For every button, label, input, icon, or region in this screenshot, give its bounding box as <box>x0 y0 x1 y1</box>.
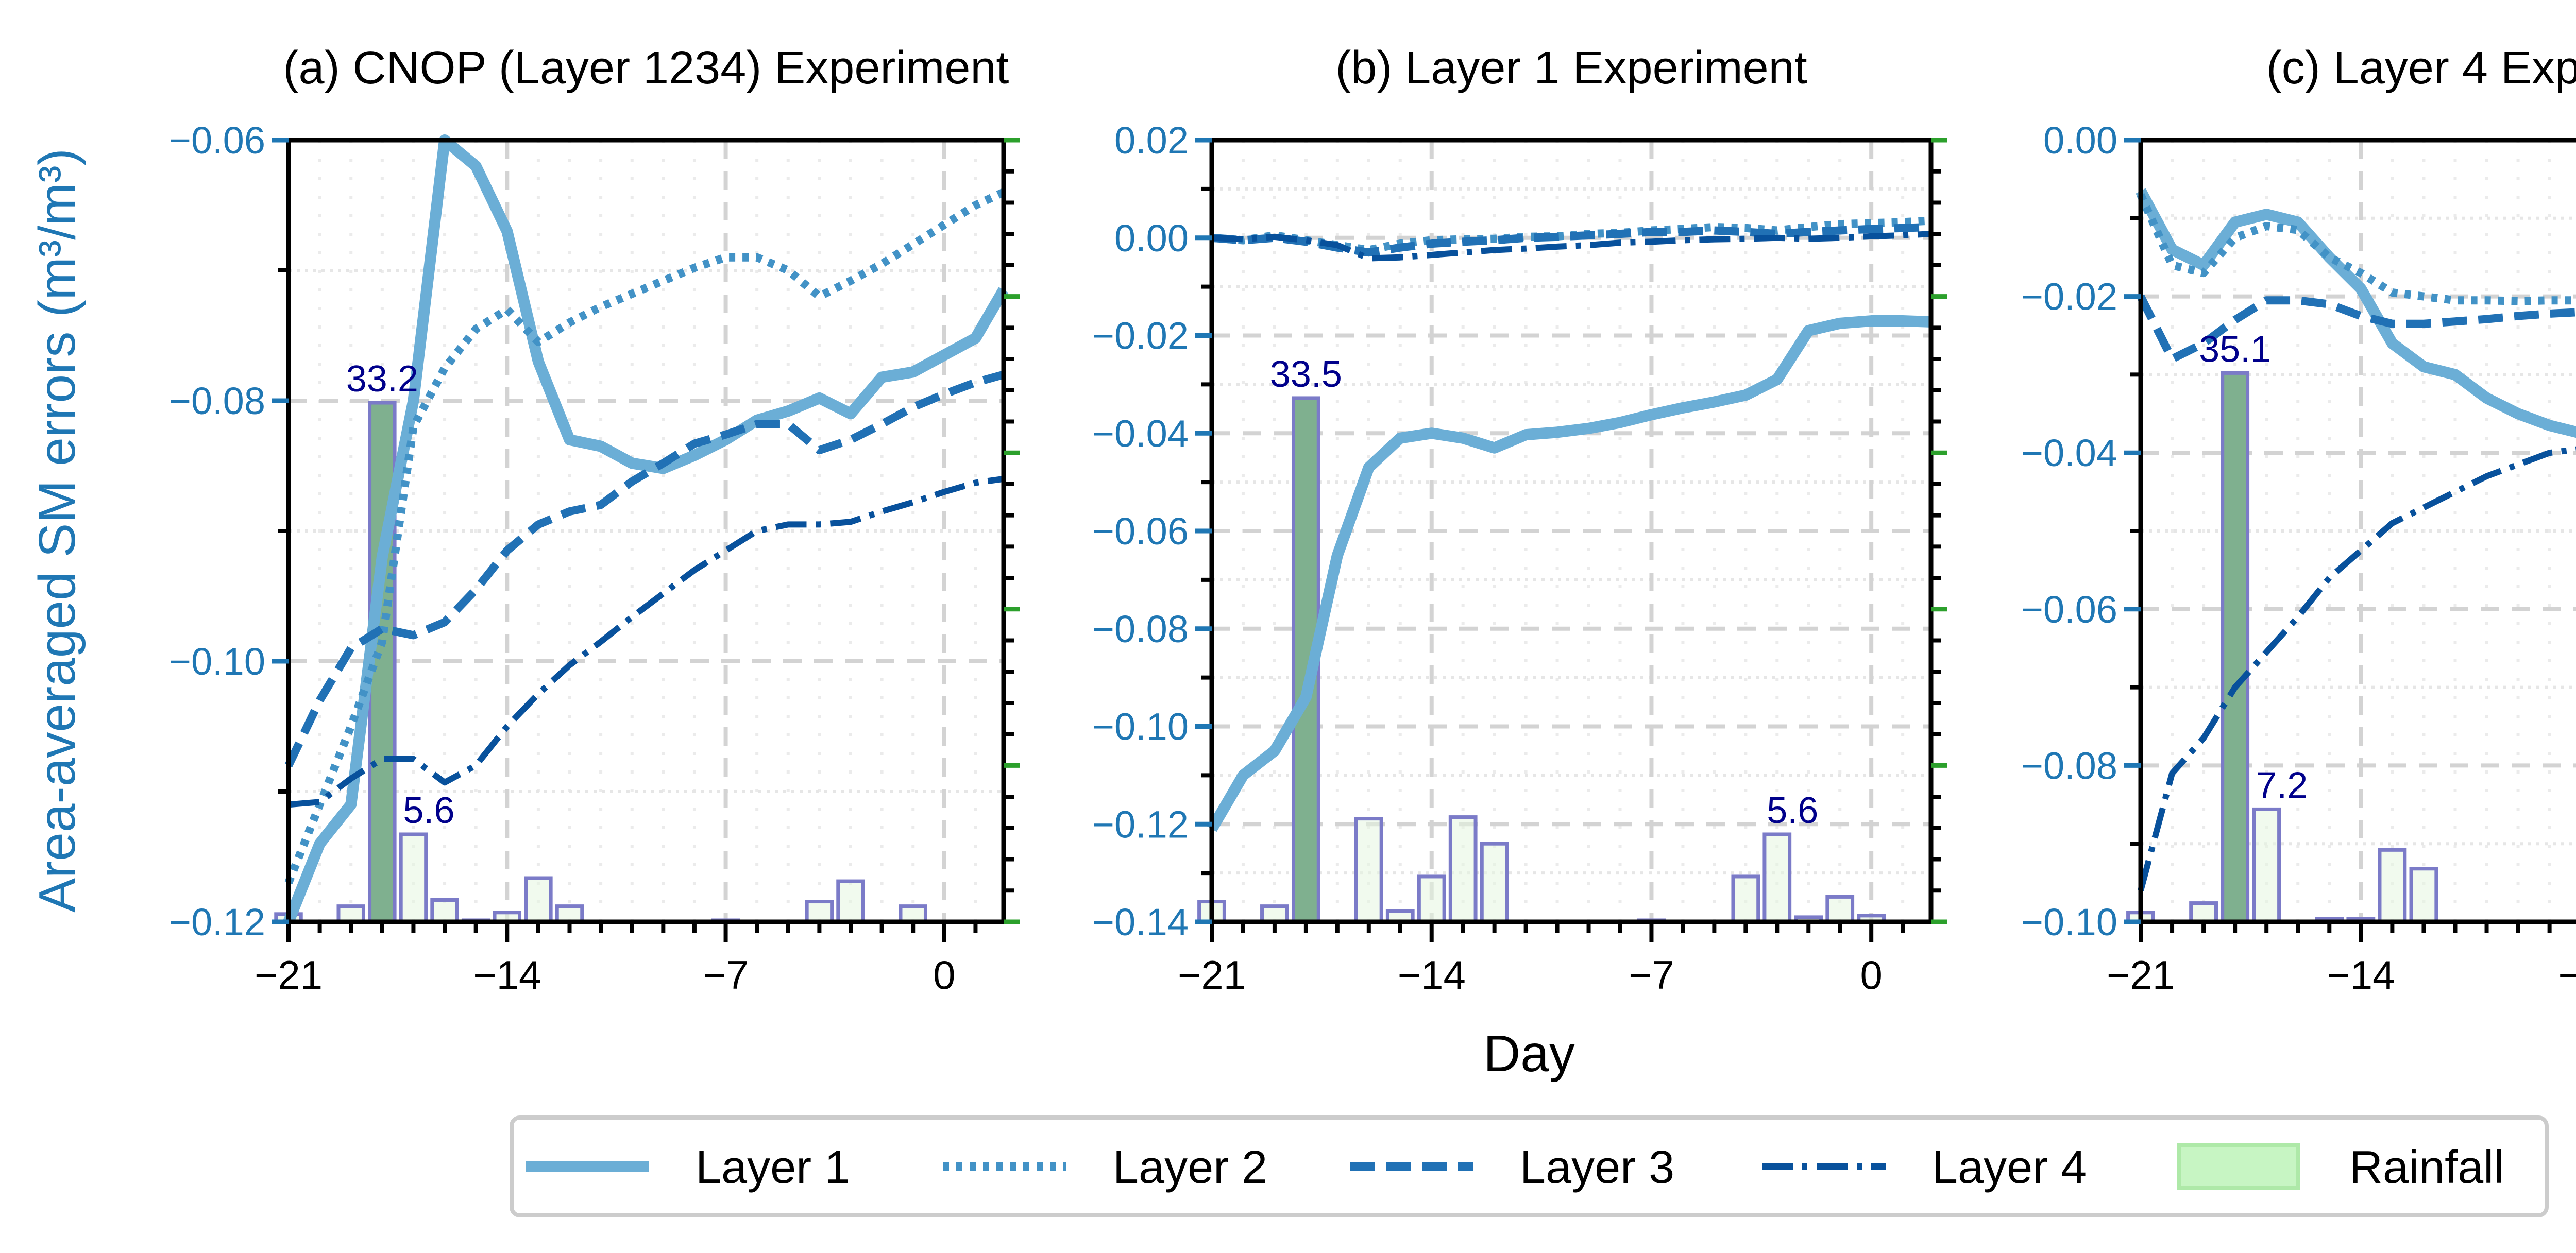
panel-a: 33.2 5.6 −21 −14 −7 0 −0.12 −0.10 −0.08 −0.06 (a) … <box>169 42 1020 998</box>
rainfall-bar <box>1354 817 1383 924</box>
y-tick-label: −0.12 <box>1092 803 1189 846</box>
x-tick-label: −14 <box>1398 952 1466 998</box>
y-tick-label: −0.02 <box>1092 315 1189 357</box>
rainfall-bar <box>1480 842 1509 924</box>
y-tick-label: 0.02 <box>1114 119 1189 162</box>
y-tick-label: −0.06 <box>169 119 265 162</box>
series-line-layer-2 <box>2137 193 2576 305</box>
y-tick-label: −0.08 <box>1092 608 1189 650</box>
y-tick-label: −0.04 <box>1092 412 1189 455</box>
rainfall-bar <box>2378 848 2407 924</box>
y-tick-label: −0.06 <box>2021 588 2117 631</box>
x-tick-label: −21 <box>255 952 323 998</box>
series-line-layer-2 <box>284 188 1006 885</box>
rainfall-bars <box>2126 371 2576 924</box>
y-tick-label: −0.02 <box>2021 276 2117 318</box>
x-tick-label: −14 <box>473 952 541 998</box>
x-tick-label: −21 <box>2107 952 2175 998</box>
legend-label: Layer 2 <box>1113 1142 1267 1193</box>
x-tick-label: 0 <box>933 952 955 998</box>
rainfall-value-label: 5.6 <box>1767 790 1818 831</box>
rainfall-value-label: 33.2 <box>346 358 418 400</box>
rainfall-bar <box>2252 807 2281 924</box>
y-tick-label: 0.00 <box>1114 217 1189 260</box>
rainfall-bar <box>836 879 865 924</box>
x-tick-label: −7 <box>2558 952 2576 998</box>
panel-c: 35.17.2−21−14−70−0.10−0.08−0.06−0.04−0.0… <box>2021 42 2576 998</box>
panel-b: 33.5 5.6 −21 −14 −7 0 −0.14 −0.12 −0.10 −0.08 −0.0… <box>1092 42 1947 998</box>
rainfall-bar <box>1731 874 1760 924</box>
y-tick-label: −0.06 <box>1092 510 1189 553</box>
x-axis-label: Day <box>1483 1025 1575 1083</box>
legend-item-layer-4: Layer 4 <box>1762 1142 2087 1193</box>
rainfall-bar <box>805 900 834 924</box>
series-line-layer-4 <box>1211 231 1931 262</box>
legend-label: Layer 4 <box>1932 1142 2087 1193</box>
legend-frame <box>510 1115 2549 1217</box>
legend-label: Layer 1 <box>696 1142 850 1193</box>
legend-item-layer-2: Layer 2 <box>943 1142 1267 1193</box>
rainfall-bar <box>524 876 553 924</box>
rainfall-bar <box>2221 371 2250 924</box>
y-tick-label: −0.12 <box>169 901 265 943</box>
rainfall-bar <box>1448 815 1478 924</box>
legend-item-rainfall: Rainfall <box>2177 1142 2504 1193</box>
rainfall-bar <box>555 904 584 924</box>
series-line-layer-1 <box>283 134 1009 924</box>
x-tick-label: −7 <box>1629 952 1674 998</box>
rainfall-bar <box>1825 895 1855 924</box>
y-tick-label: −0.08 <box>169 380 265 422</box>
series-line-layer-4 <box>2138 446 2576 891</box>
legend-label: Rainfall <box>2349 1142 2504 1193</box>
x-tick-label: −14 <box>2327 952 2395 998</box>
y-tick-label: −0.10 <box>169 640 265 683</box>
rainfall-bar <box>899 904 927 924</box>
panel-title: (c) Layer 4 Experiment <box>2266 42 2576 94</box>
rainfall-bar <box>430 898 459 924</box>
rainfall-bar <box>1417 874 1446 924</box>
x-tick-label: 0 <box>1860 952 1882 998</box>
panel-title: (a) CNOP (Layer 1234) Experiment <box>283 42 1009 94</box>
x-tick-label: −7 <box>703 952 749 998</box>
rainfall-value-label: 7.2 <box>2256 765 2308 806</box>
series-line-layer-1 <box>2136 188 2576 438</box>
series-line-layer-3 <box>2137 295 2576 364</box>
series-line-layer-4 <box>288 475 1004 808</box>
x-tick-label: −21 <box>1178 952 1246 998</box>
rainfall-bar <box>1260 904 1289 924</box>
rainfall-bar <box>2409 867 2438 924</box>
series-line-layer-3 <box>284 370 1005 767</box>
legend-label: Layer 3 <box>1520 1142 1674 1193</box>
rainfall-bar <box>336 904 365 924</box>
rainfall-value-label: 33.5 <box>1270 354 1342 395</box>
rainfall-bar <box>1762 832 1792 924</box>
y-tick-label: 0.00 <box>2043 119 2117 162</box>
y-tick-label: −0.10 <box>2021 901 2117 943</box>
rainfall-value-label: 5.6 <box>403 790 454 831</box>
left-y-axis-label: Area-averaged SM errors (m³/m³) <box>28 148 86 913</box>
rainfall-bar <box>2189 901 2218 924</box>
rainfall-bar <box>399 832 428 924</box>
y-tick-label: −0.08 <box>2021 744 2117 787</box>
y-tick-label: −0.10 <box>1092 706 1189 748</box>
panel-title: (b) Layer 1 Experiment <box>1335 42 1807 94</box>
rainfall-value-label: 35.1 <box>2199 329 2271 370</box>
series-line-layer-1 <box>1207 315 1931 832</box>
legend-item-layer-1: Layer 1 <box>526 1142 850 1193</box>
legend: Layer 1 Layer 2 Layer 3 Layer 4 Rainfall <box>510 1115 2549 1217</box>
y-tick-label: −0.04 <box>2021 432 2117 474</box>
legend-swatch-rainfall <box>2177 1143 2300 1190</box>
legend-item-layer-3: Layer 3 <box>1350 1142 1674 1193</box>
y-tick-label: −0.14 <box>1092 901 1189 943</box>
